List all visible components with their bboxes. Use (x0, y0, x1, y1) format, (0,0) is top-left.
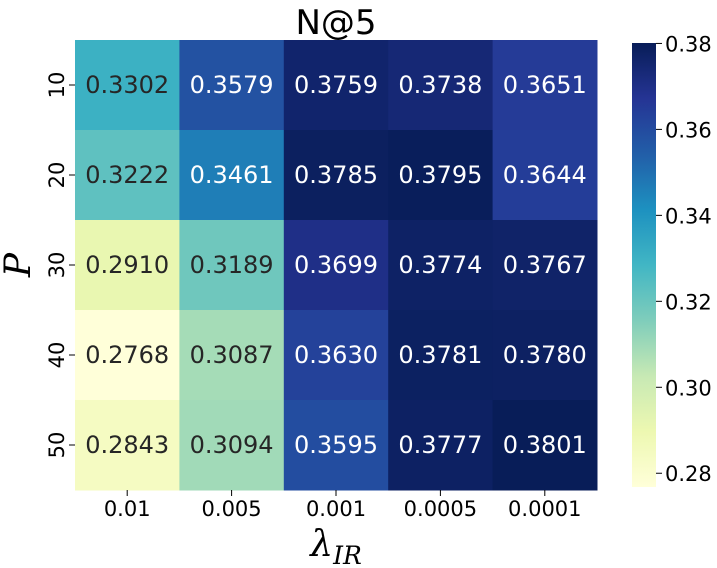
heatmap-cell (388, 220, 494, 311)
cell-value-label: 0.3630 (294, 341, 378, 369)
heatmap-cell (75, 400, 180, 491)
heatmap-cell (283, 220, 389, 311)
heatmap-cell (75, 40, 180, 131)
cell-value-label: 0.3738 (398, 71, 482, 99)
heatmap-cell (179, 40, 285, 131)
heatmap-cell (283, 130, 389, 221)
cell-value-label: 0.3094 (190, 431, 274, 459)
heatmap-cell (75, 310, 180, 401)
heatmap-cell (492, 130, 598, 221)
colorbar: 0.28 0.30 0.32 0.34 0.36 0.38 (632, 32, 712, 487)
y-tick-label: 20 (45, 162, 69, 189)
colorbar-tick-label: 0.30 (665, 376, 712, 400)
heatmap-cell (283, 400, 389, 491)
colorbar-tick-label: 0.38 (665, 32, 712, 56)
colorbar-tick-label: 0.28 (665, 462, 712, 486)
heatmap-cell (388, 130, 494, 221)
x-tick-label: 0.0001 (508, 497, 581, 521)
cell-value-label: 0.2843 (85, 431, 169, 459)
heatmap-cell (179, 220, 285, 311)
cell-value-label: 0.3461 (190, 161, 274, 189)
y-tick-label: 30 (45, 252, 69, 279)
x-tick-label: 0.001 (306, 497, 366, 521)
heatmap-cell (492, 40, 598, 131)
heatmap-cell (179, 400, 285, 491)
heatmap-cell (492, 220, 598, 311)
cell-value-label: 0.3781 (398, 341, 482, 369)
cell-value-label: 0.3302 (85, 71, 169, 99)
cell-value-label: 0.3780 (503, 341, 587, 369)
x-tick-label: 0.0005 (404, 497, 477, 521)
heatmap-cell (179, 130, 285, 221)
colorbar-tick-label: 0.32 (665, 290, 712, 314)
cell-value-label: 0.3087 (190, 341, 274, 369)
heatmap-cell (179, 310, 285, 401)
heatmap-cell (388, 40, 494, 131)
cell-value-label: 0.3699 (294, 251, 378, 279)
cell-value-label: 0.3579 (190, 71, 274, 99)
y-axis: 10 20 30 40 50 (45, 72, 75, 459)
cell-value-label: 0.3767 (503, 251, 587, 279)
cell-value-label: 0.3785 (294, 161, 378, 189)
heatmap-cells: 0.3302 0.3579 0.3759 0.3738 0.3651 0.3222 0.34… (75, 40, 598, 491)
heatmap-cell (388, 310, 494, 401)
cell-value-label: 0.3801 (503, 431, 587, 459)
heatmap-cell (75, 130, 180, 221)
cell-value-label: 0.3222 (85, 161, 169, 189)
heatmap-cell (75, 220, 180, 311)
cell-value-label: 0.3651 (503, 71, 587, 99)
x-tick-label: 0.01 (104, 497, 151, 521)
y-tick-label: 50 (45, 432, 69, 459)
x-tick-label: 0.005 (202, 497, 262, 521)
y-tick-label: 40 (45, 342, 69, 369)
heatmap-cell (388, 400, 494, 491)
chart-title: N@5 (295, 3, 376, 43)
x-axis: 0.01 0.005 0.001 0.0005 0.0001 (104, 490, 582, 521)
colorbar-gradient (632, 43, 656, 487)
colorbar-tick-label: 0.34 (665, 204, 712, 228)
cell-value-label: 0.3795 (398, 161, 482, 189)
y-tick-label: 10 (45, 72, 69, 99)
x-axis-label-subscript: IR (332, 541, 362, 568)
cell-value-label: 0.3595 (294, 431, 378, 459)
cell-value-label: 0.3774 (398, 251, 482, 279)
x-axis-label: λIR (308, 524, 362, 568)
cell-value-label: 0.3644 (503, 161, 587, 189)
heatmap-cell (492, 400, 598, 491)
heatmap-cell (492, 310, 598, 401)
x-axis-label-main: λ (308, 524, 333, 565)
cell-value-label: 0.3189 (190, 251, 274, 279)
heatmap-cell (283, 310, 389, 401)
y-axis-label: P (0, 252, 39, 278)
cell-value-label: 0.2910 (85, 251, 169, 279)
cell-value-label: 0.2768 (85, 341, 169, 369)
cell-value-label: 0.3759 (294, 71, 378, 99)
heatmap-cell (283, 40, 389, 131)
colorbar-tick-label: 0.36 (665, 118, 712, 142)
cell-value-label: 0.3777 (398, 431, 482, 459)
